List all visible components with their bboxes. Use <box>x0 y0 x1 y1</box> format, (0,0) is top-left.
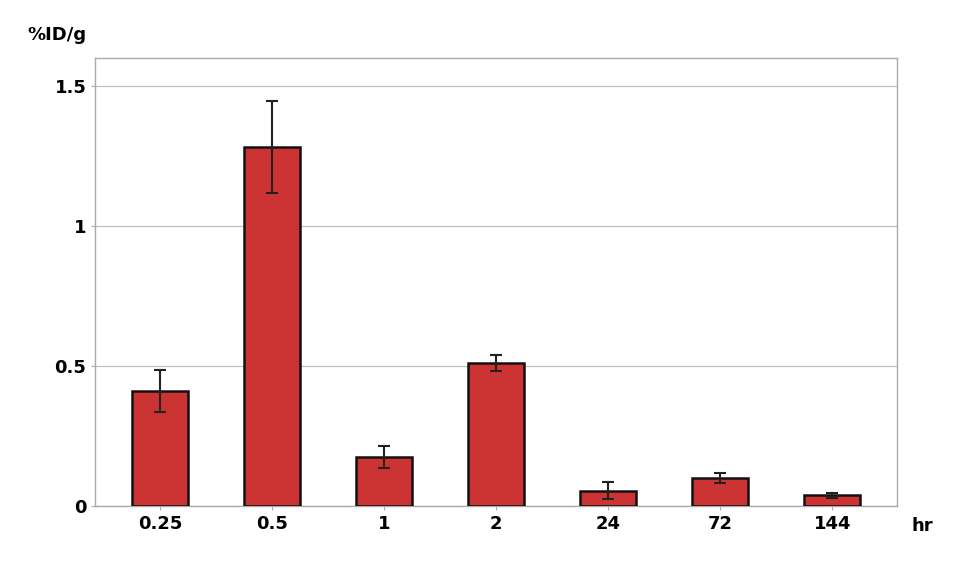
Bar <box>244 147 299 506</box>
Text: %ID/g: %ID/g <box>28 26 87 44</box>
Bar <box>132 391 188 506</box>
Bar <box>355 457 412 506</box>
Text: hr: hr <box>910 517 932 535</box>
Bar <box>692 478 747 506</box>
Bar <box>468 363 523 506</box>
Bar <box>803 495 860 506</box>
Bar <box>579 490 636 506</box>
